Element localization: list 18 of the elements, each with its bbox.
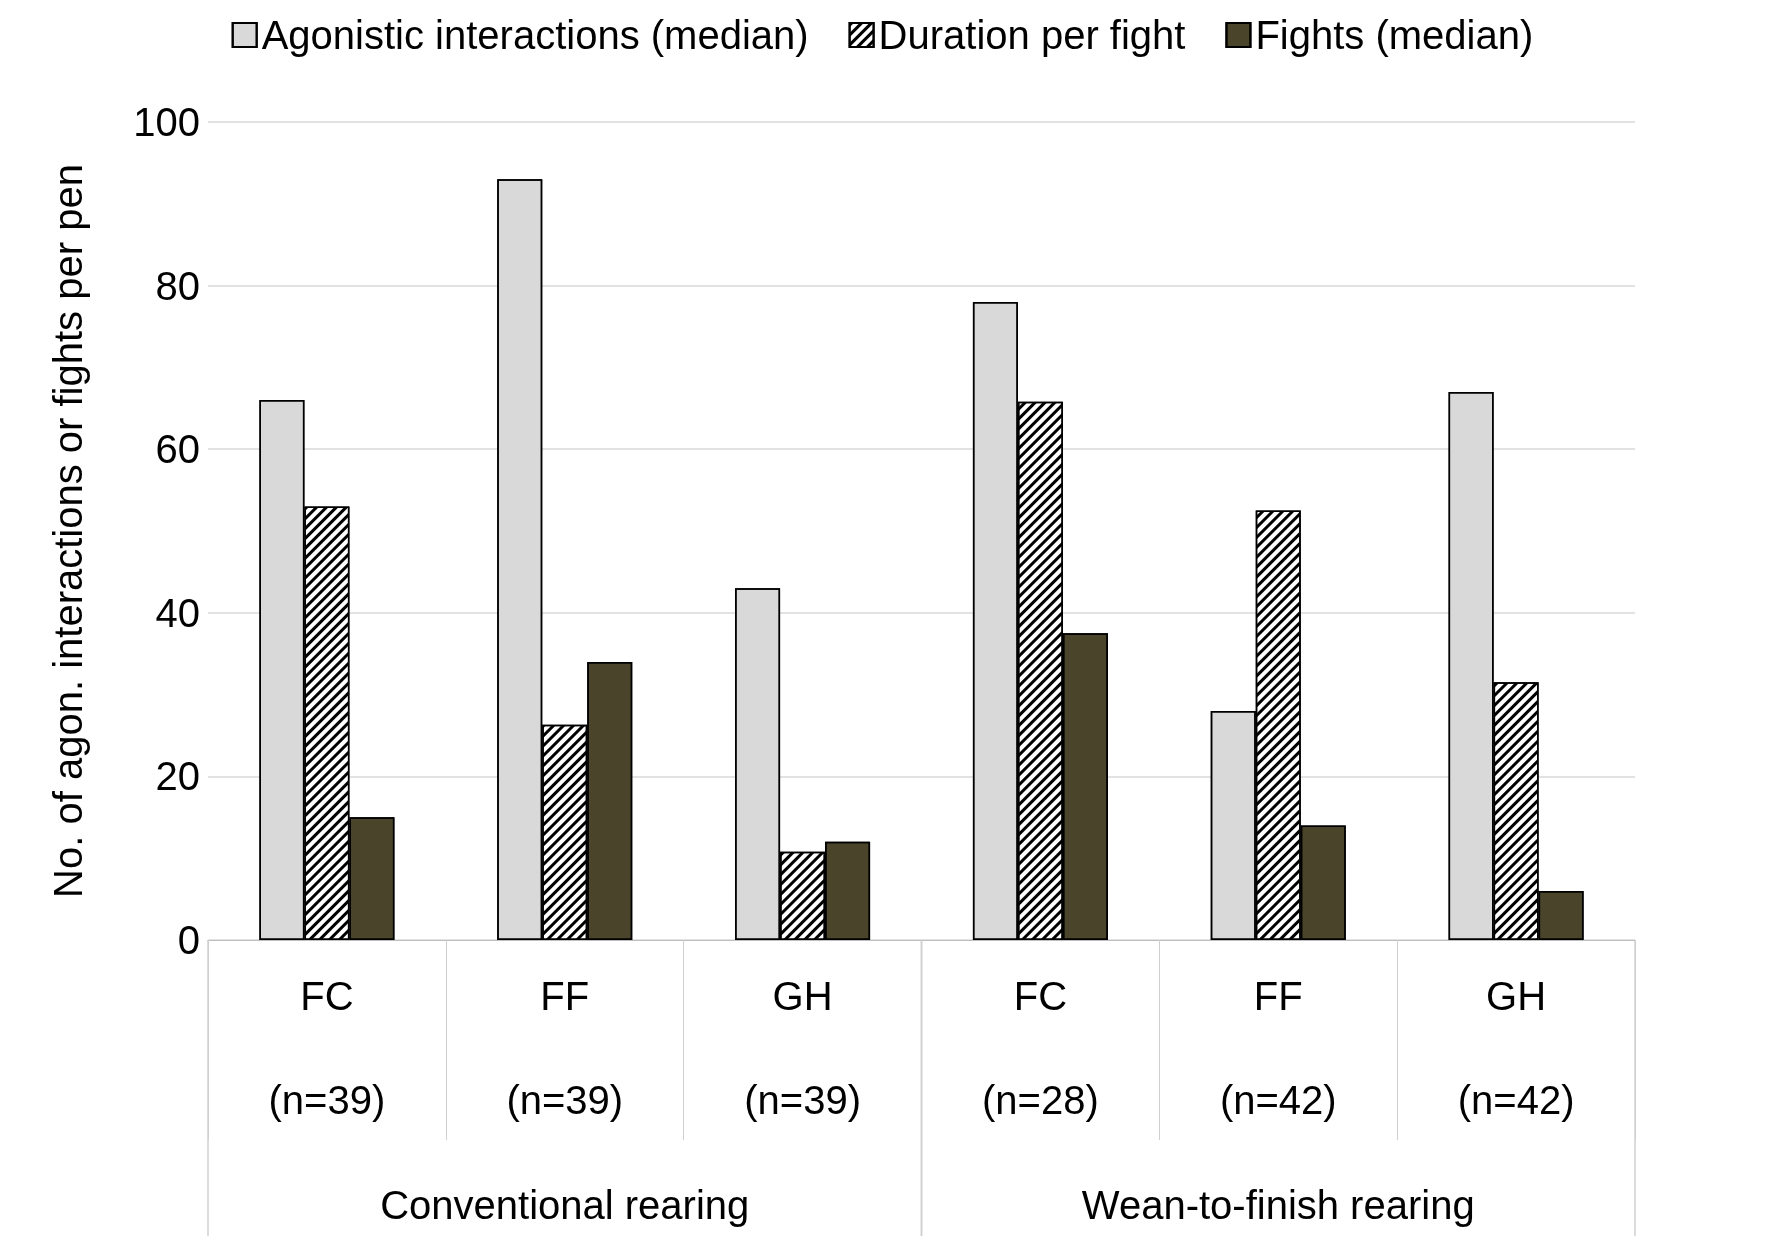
y-tick-label: 80 [155,263,200,308]
category-label: FC (n=39) [268,974,386,1122]
y-tick-label: 100 [133,100,200,144]
category-label: FF (n=39) [506,974,624,1122]
y-axis-title: No. of agon. interactions or fights per pen [46,164,90,898]
y-tick-label: 0 [177,918,200,962]
text: Conventional rearing [380,1183,750,1227]
text: Wean-to-finish rearing [1081,1183,1475,1227]
y-tick-label: 40 [155,590,200,635]
legend-label: Duration per fight [878,13,1186,57]
y-tick-label: 20 [155,754,200,799]
legend-label: Agonistic interactions (median) [261,13,809,57]
category-label: FF (n=42) [1219,974,1337,1122]
category-label: GH (n=42) [1457,974,1575,1122]
y-tick-label: 60 [155,427,200,472]
category-label: GH (n=39) [744,974,861,1122]
legend-label: Fights (median) [1255,13,1534,57]
category-label: FC (n=28) [982,974,1099,1122]
